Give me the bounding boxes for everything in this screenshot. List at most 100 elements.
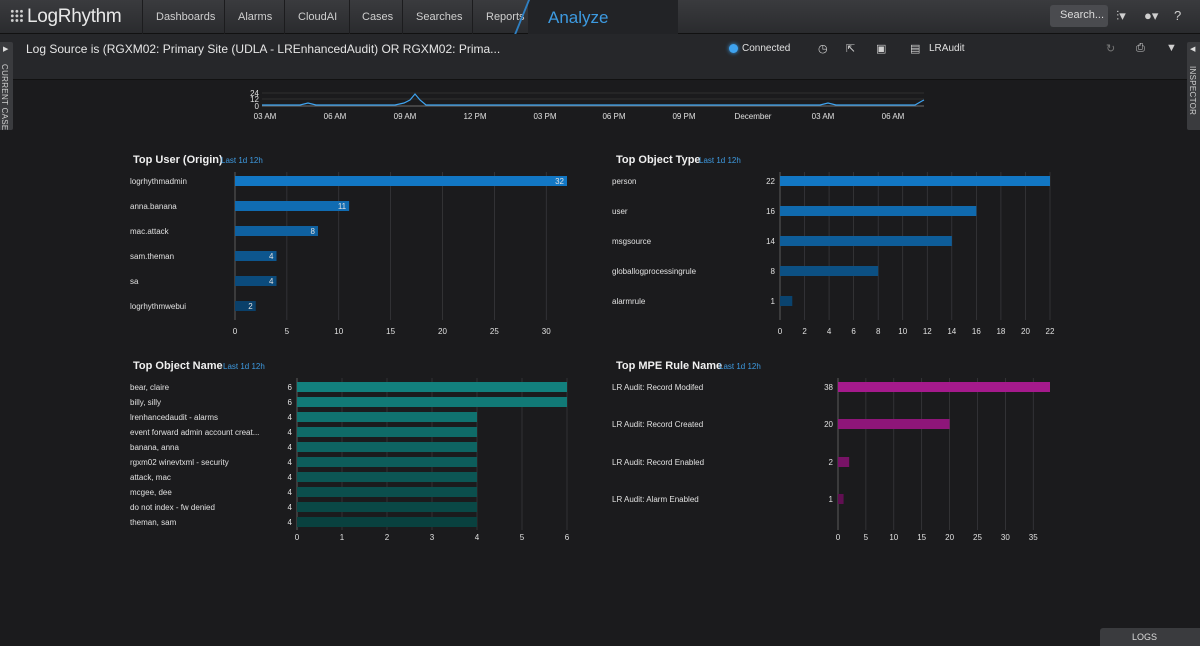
x-tick-label: 30 [1001,533,1010,542]
bar [297,487,477,497]
x-tick-label: 15 [917,533,926,542]
x-tick-label: 14 [947,327,956,336]
top-object-name-subtitle: Last 1d 12h [223,362,265,371]
value-label: 22 [766,177,775,186]
value-label: 4 [288,428,293,437]
category-label: sam.theman [130,252,174,261]
nav-item-cases[interactable]: Cases [362,11,394,23]
x-tick-label: 10 [898,327,907,336]
nav-divider [402,0,403,34]
nav-item-analyze[interactable]: Analyze [548,8,609,27]
top-object-type-title: Top Object Type [616,154,701,166]
category-label: alarmrule [612,297,646,306]
value-label: 4 [288,443,293,452]
search-header: Log Source is (RGXM02: Primary Site (UDL… [0,34,1200,80]
category-label: logrhythmwebui [130,302,186,311]
x-tick-label: 2 [802,327,807,336]
search-button[interactable]: Search... [1050,5,1108,27]
category-label: anna.banana [130,202,177,211]
value-label: 16 [766,207,775,216]
category-label: LR Audit: Record Modifed [612,383,703,392]
category-label: rgxm02 winevtxml - security [130,458,229,467]
x-tick-label: 20 [438,327,447,336]
nav-item-searches[interactable]: Searches [416,11,463,23]
nav-item-reports[interactable]: Reports [486,11,525,23]
bar [297,412,477,422]
value-label: 1 [829,495,834,504]
layout-profile-label[interactable]: LRAudit [929,43,965,54]
value-label: 20 [824,420,833,429]
x-tick-label: 12 [923,327,932,336]
bar [297,502,477,512]
nav-analyze-bg [528,0,678,34]
bar [838,494,844,504]
x-tick-label: 20 [1021,327,1030,336]
clock-icon[interactable]: ◷ [818,43,828,55]
value-label: 4 [288,488,293,497]
layout-icon[interactable]: ▤ [910,43,921,55]
value-label: 1 [771,297,776,306]
logs-label: LOGS [1132,632,1158,642]
load-icon[interactable]: ⇱ [846,43,856,55]
logs-tab[interactable]: LOGS [1100,628,1200,646]
timeline-x-tick: 06 AM [882,112,905,121]
category-label: theman, sam [130,518,177,527]
top-object-name-title: Top Object Name [133,360,223,372]
bar [297,427,477,437]
x-tick-label: 0 [233,327,238,336]
value-label: 4 [288,473,293,482]
connected-status-icon [729,44,738,53]
x-tick-label: 2 [385,533,390,542]
nav-divider [142,0,143,34]
category-label: event forward admin account creat... [130,428,259,437]
x-tick-label: 0 [778,327,783,336]
x-tick-label: 4 [475,533,480,542]
current-case-tab[interactable]: ▶ CURRENT CASE [0,42,13,131]
bar [235,251,277,261]
nav-item-alarms[interactable]: Alarms [238,11,273,23]
bar [235,201,350,211]
refresh-icon[interactable]: ↻ [1106,43,1116,55]
x-tick-label: 0 [836,533,841,542]
user-icon[interactable]: ●▾ [1144,8,1159,23]
timeline-x-tick: 12 PM [463,112,486,121]
value-label: 8 [311,227,316,236]
value-label: 4 [288,458,293,467]
timeline-x-tick: 03 AM [254,112,277,121]
bar [838,457,850,467]
top-user-chart: 0 5 10 15 20 25 30 logrhythmadmin 32 anna.banana 1… [130,172,567,336]
x-tick-label: 6 [851,327,856,336]
x-tick-label: 30 [542,327,551,336]
inspector-tab[interactable]: ◀ INSPECTOR [1187,42,1200,130]
x-tick-label: 1 [340,533,345,542]
category-label: LR Audit: Record Enabled [612,458,704,467]
category-label: msgsource [612,237,652,246]
bar [780,236,952,246]
value-label: 32 [555,177,564,186]
filter-icon[interactable]: ▼ [1166,42,1177,54]
connected-status-label: Connected [742,43,791,54]
timeline-x-tick: 03 AM [812,112,835,121]
value-label: 4 [288,518,293,527]
x-tick-label: 5 [520,533,525,542]
nav-divider [284,0,285,34]
help-icon[interactable]: ? [1174,8,1182,23]
logrhythm-logo[interactable]: LogRhythm [10,6,122,28]
nav-item-cloudai[interactable]: CloudAI [298,11,338,23]
bar [235,176,567,186]
search-criteria-title[interactable]: Log Source is (RGXM02: Primary Site (UDL… [26,42,501,56]
value-label: 4 [288,413,293,422]
x-tick-label: 22 [1046,327,1055,336]
value-label: 2 [829,458,834,467]
timeline-activity-line [262,93,925,106]
timeline-x-tick: 09 PM [672,112,695,121]
top-mpe-title: Top MPE Rule Name [616,360,723,372]
nav-item-dashboards[interactable]: Dashboards [156,11,216,23]
print-icon[interactable]: ⎙ [1136,42,1145,54]
x-tick-label: 25 [973,533,982,542]
save-icon[interactable]: ▣ [876,43,887,55]
sliders-icon[interactable]: ⫶▾ [1116,8,1126,23]
